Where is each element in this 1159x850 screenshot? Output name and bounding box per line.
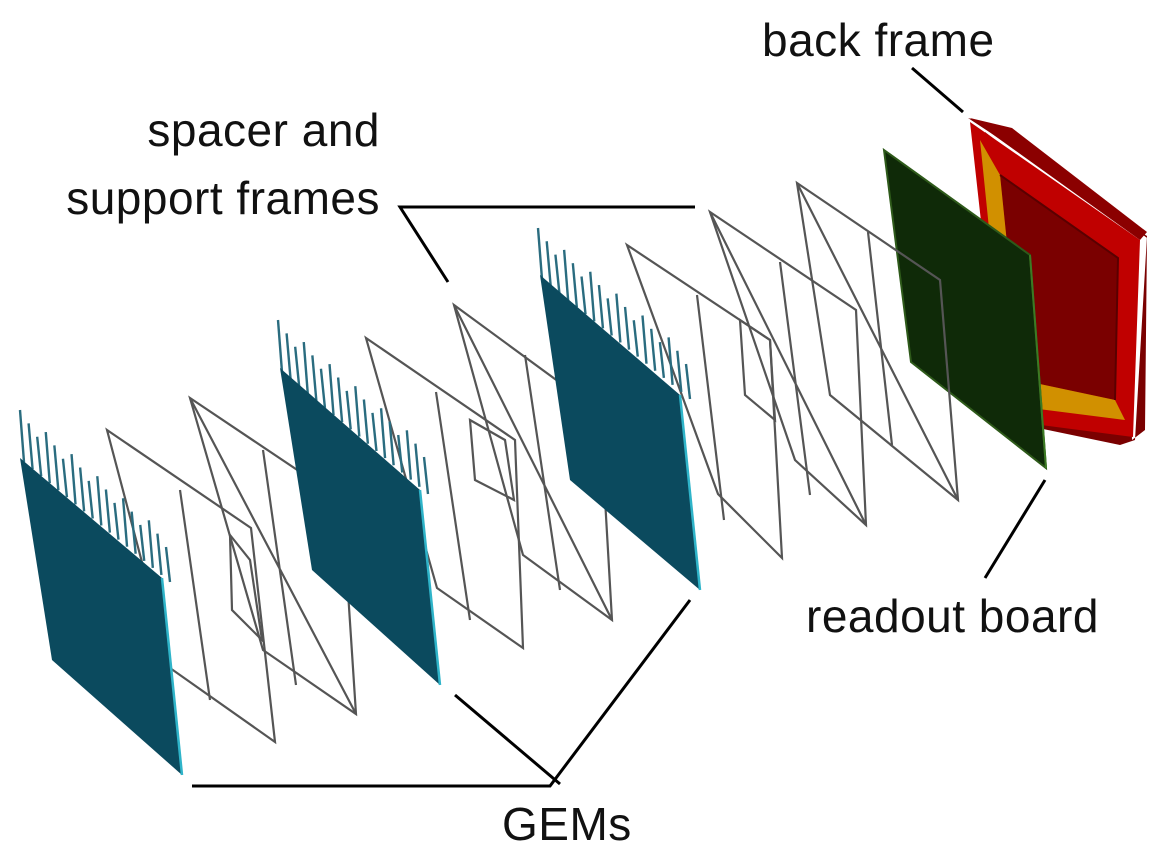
label-readout-board: readout board <box>806 590 1099 642</box>
gem-1-tab <box>113 502 120 540</box>
gem-3-tab <box>641 315 648 364</box>
gem-1-tab <box>147 520 155 568</box>
gem-1-tab <box>130 511 137 554</box>
gem-1-tab <box>18 409 26 463</box>
gem-2-tab <box>379 408 387 459</box>
gem-3-tab <box>562 249 570 301</box>
label-spacer-line1: spacer and <box>147 104 380 156</box>
gem-2-tab <box>328 364 335 416</box>
gem-3-tab <box>580 276 587 315</box>
readout-board <box>882 147 1048 471</box>
leader-spacer-frames <box>397 205 695 283</box>
gem-3-tab <box>658 341 666 378</box>
leader-gems <box>192 599 692 788</box>
gem-1-tab <box>44 431 51 484</box>
spacer-frame-6 <box>707 209 868 528</box>
gem-3-tab <box>589 271 596 322</box>
gem-tabs <box>18 227 692 583</box>
gem-2-tab <box>405 430 413 480</box>
spacer-frame-4 <box>452 302 614 623</box>
gem-1-tab <box>139 524 146 561</box>
leader-back-frame <box>911 66 964 114</box>
spacer-support-frames <box>105 180 960 745</box>
leader-lines <box>192 66 1047 788</box>
gem-3-tab <box>667 337 674 385</box>
gem-2-tab <box>414 443 421 487</box>
gem-2-tab <box>336 377 344 423</box>
gem-3-tab <box>676 350 683 393</box>
label-spacer-support-frames: spacer and support frames <box>8 104 380 224</box>
gem-2-tab <box>293 346 301 387</box>
gem-1-tab <box>156 533 163 576</box>
gem-foil-2 <box>280 368 440 685</box>
gem-1-tab <box>121 498 129 547</box>
gem-3-tab <box>632 320 639 357</box>
leader-readout <box>983 479 1047 579</box>
gem-1-tab <box>35 436 43 477</box>
gem-1-tab <box>53 445 60 491</box>
back-frame-top-rim <box>970 118 1147 240</box>
gem-2-tab <box>345 390 352 430</box>
gem-2-tab <box>362 399 370 444</box>
gem-2-tab <box>319 368 327 409</box>
label-back-frame: back frame <box>762 14 995 66</box>
gem-2-tab <box>388 421 395 466</box>
gem-3-tab <box>597 284 605 329</box>
gem-foil-1 <box>20 458 182 775</box>
gem-3-tab <box>554 254 561 294</box>
gem-1-tab <box>78 467 86 512</box>
gem-1-tab <box>70 454 77 505</box>
leader-gems-2 <box>454 693 561 786</box>
gem-1-tab <box>27 423 34 470</box>
gem-2-tab <box>397 434 404 473</box>
gem-1-tab <box>164 546 172 583</box>
gem-1-tab <box>96 476 103 526</box>
gem-3-tab <box>615 293 622 343</box>
gem-3-tab <box>545 241 552 287</box>
gem-3-tab <box>623 306 631 350</box>
gem-2-tab <box>371 412 378 452</box>
spacer-frame-5 <box>624 242 784 561</box>
gem-3-tab <box>571 263 579 308</box>
gem-foils <box>18 227 702 776</box>
gem-3-tab <box>684 363 692 400</box>
gem-3-tab <box>649 328 657 371</box>
label-gems: GEMs <box>502 798 632 850</box>
spacer-frame-2 <box>188 395 358 717</box>
gem-2-tab <box>302 341 309 394</box>
gem-3-tab <box>606 298 613 336</box>
gem-2-tab <box>422 456 430 495</box>
gem-1-tab <box>61 458 69 498</box>
gem-foil-3 <box>540 275 700 590</box>
gem-2-tab <box>285 333 292 380</box>
gem-2-tab <box>311 355 318 401</box>
label-spacer-line2: support frames <box>66 172 380 224</box>
gem-1-tab <box>104 489 112 533</box>
gem-1-tab <box>87 480 94 519</box>
gem-2-tab <box>354 386 361 437</box>
gem-3-tab <box>536 227 544 280</box>
spacer-frame-7 <box>795 180 960 503</box>
gem-2-tab <box>276 319 284 373</box>
